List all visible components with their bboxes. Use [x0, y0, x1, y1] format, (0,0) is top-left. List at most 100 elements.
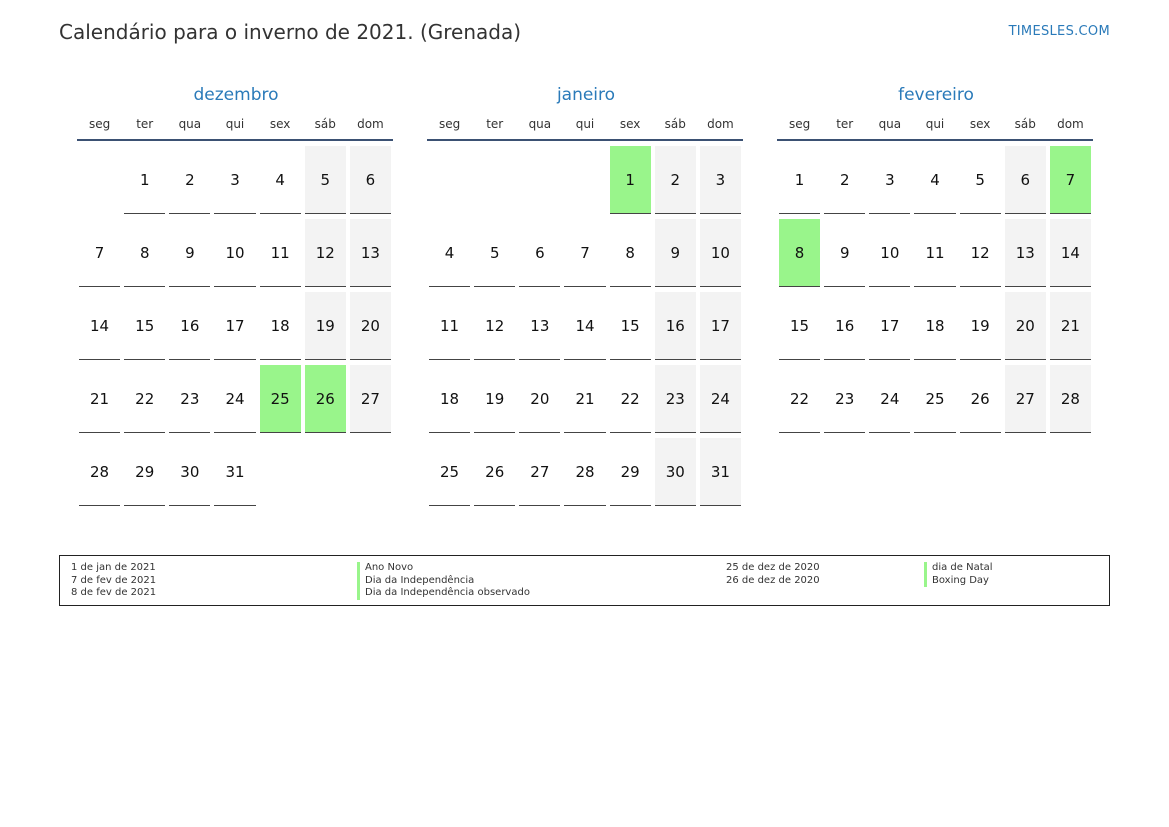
legend-holiday-name: Ano Novo	[357, 562, 530, 575]
day-cell: 21	[79, 365, 121, 433]
day-cell: 22	[124, 365, 166, 433]
weekday-label: sex	[269, 117, 291, 131]
day-cell: 25	[914, 365, 956, 433]
day-cell: 7	[79, 219, 121, 287]
weekday-label: ter	[836, 117, 854, 131]
weekend-day-cell: 9	[654, 219, 696, 287]
week-row: 14 15 16 17 18 19 20	[77, 292, 393, 365]
weekend-day-cell: 30	[654, 438, 696, 506]
day-cell: 31	[214, 438, 256, 506]
weekday-label: ter	[486, 117, 504, 131]
day-cell: 9	[824, 219, 866, 287]
day-cell: 16	[824, 292, 866, 360]
weekend-day-cell: 27	[349, 365, 391, 433]
weekend-day-cell: 10	[699, 219, 741, 287]
day-grid: 1 2 3 4 5 6 7 8 9 10 11 12 13 14 15 16 17 18 19 20 21 22 23 24 2…	[777, 146, 1093, 438]
day-cell: 19	[959, 292, 1001, 360]
weekend-day-cell: 12	[304, 219, 346, 287]
holiday-day-cell: 26	[304, 365, 346, 433]
day-cell: 11	[429, 292, 471, 360]
day-cell: 24	[869, 365, 911, 433]
day-cell: 29	[124, 438, 166, 506]
weekend-day-cell: 2	[654, 146, 696, 214]
day-cell: 27	[519, 438, 561, 506]
day-cell: 12	[474, 292, 516, 360]
weekday-label: dom	[357, 117, 384, 131]
day-cell: 8	[609, 219, 651, 287]
day-cell: 10	[869, 219, 911, 287]
legend-holiday-name: Dia da Independência observado	[357, 587, 530, 600]
day-cell: 28	[564, 438, 606, 506]
weekday-label: dom	[707, 117, 734, 131]
day-cell: 23	[169, 365, 211, 433]
day-cell: 4	[429, 219, 471, 287]
day-cell: 24	[214, 365, 256, 433]
week-row: 21 22 23 24 25 26 27	[77, 365, 393, 438]
day-cell: 2	[824, 146, 866, 214]
day-cell: 13	[519, 292, 561, 360]
day-cell: 7	[564, 219, 606, 287]
weekend-day-cell: 6	[349, 146, 391, 214]
week-row: 11 12 13 14 15 16 17	[427, 292, 743, 365]
weekend-day-cell: 17	[699, 292, 741, 360]
empty-day-cell	[519, 146, 560, 214]
weekend-day-cell: 20	[1004, 292, 1046, 360]
day-cell: 2	[169, 146, 211, 214]
day-cell: 4	[259, 146, 301, 214]
weekend-day-cell: 28	[1049, 365, 1091, 433]
holiday-day-cell: 25	[259, 365, 301, 433]
weekday-header: seg ter qua qui sex sáb dom	[77, 115, 393, 141]
day-cell: 9	[169, 219, 211, 287]
weekday-label: qui	[925, 117, 945, 131]
weekend-day-cell: 3	[699, 146, 741, 214]
legend-holiday-name: Dia da Independência	[357, 574, 530, 587]
weekend-day-cell: 20	[349, 292, 391, 360]
day-cell: 22	[609, 365, 651, 433]
weekday-label: seg	[788, 117, 811, 131]
day-cell: 30	[169, 438, 211, 506]
weekday-header: seg ter qua qui sex sáb dom	[427, 115, 743, 141]
empty-day-cell	[305, 438, 346, 506]
weekday-label: qua	[178, 117, 202, 131]
weekday-label: qua	[528, 117, 552, 131]
empty-day-cell	[429, 146, 470, 214]
day-cell: 23	[824, 365, 866, 433]
legend-holiday-name: dia de Natal	[924, 562, 993, 575]
weekday-label: sáb	[1014, 117, 1036, 131]
day-cell: 5	[474, 219, 516, 287]
day-cell: 28	[79, 438, 121, 506]
weekday-label: sex	[969, 117, 991, 131]
legend-names-left: Ano Novo Dia da Independência Dia da Ind…	[357, 562, 530, 600]
weekend-day-cell: 19	[304, 292, 346, 360]
day-cell: 3	[869, 146, 911, 214]
weekend-day-cell: 31	[699, 438, 741, 506]
day-cell: 10	[214, 219, 256, 287]
legend-date: 26 de dez de 2020	[726, 574, 820, 586]
weekday-header: seg ter qua qui sex sáb dom	[777, 115, 1093, 141]
legend-dates-right: 25 de dez de 2020 26 de dez de 2020	[726, 562, 820, 587]
day-cell: 1	[779, 146, 821, 214]
day-cell: 1	[124, 146, 166, 214]
day-cell: 18	[259, 292, 301, 360]
day-cell: 17	[869, 292, 911, 360]
weekend-day-cell: 5	[304, 146, 346, 214]
week-row: 7 8 9 10 11 12 13	[77, 219, 393, 292]
day-cell: 3	[214, 146, 256, 214]
weekend-day-cell: 23	[654, 365, 696, 433]
month-name: fevereiro	[898, 85, 974, 105]
legend-date: 7 de fev de 2021	[71, 574, 157, 586]
day-grid: 1 2 3 4 5 6 7 8 9 10 11 12 13 14 15 16 17 18 19 20 21 22 23 24 2…	[427, 146, 743, 511]
legend-dates-left: 1 de jan de 2021 7 de fev de 2021 8 de f…	[71, 562, 156, 600]
empty-day-cell	[79, 146, 120, 214]
day-grid: 1 2 3 4 5 6 7 8 9 10 11 12 13 14 15 16 17 18 19 20 21 22 23 24 2…	[77, 146, 393, 511]
site-link[interactable]: TIMESLES.COM	[1008, 24, 1110, 39]
holiday-day-cell: 1	[609, 146, 651, 214]
day-cell: 19	[474, 365, 516, 433]
day-cell: 22	[779, 365, 821, 433]
weekday-label: seg	[88, 117, 111, 131]
day-cell: 18	[914, 292, 956, 360]
